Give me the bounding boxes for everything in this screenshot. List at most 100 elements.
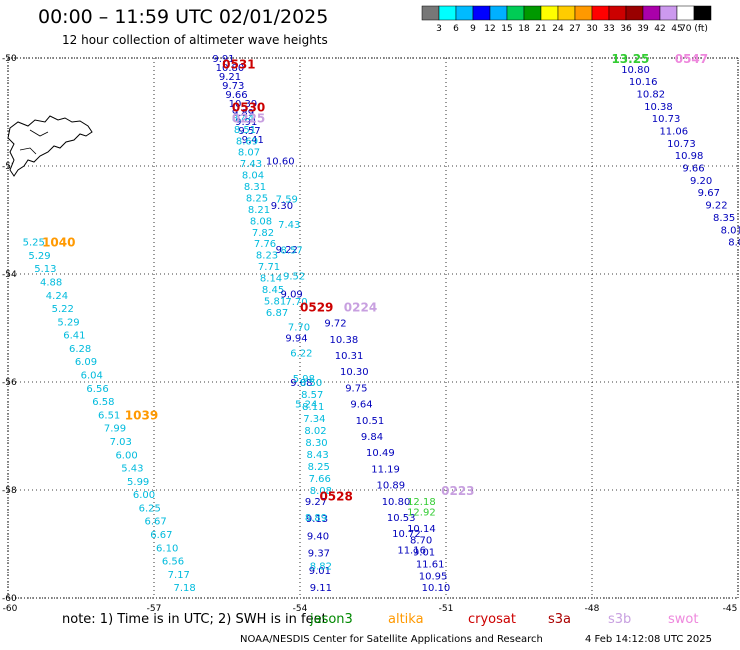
pass-label: 1040 <box>42 236 75 250</box>
pass-label: 0529 <box>300 300 333 314</box>
wave-height-value: 7.71 <box>258 262 280 273</box>
track-cryosat-a: 9.9110.809.219.739.6610.399.899.919.579.… <box>212 54 263 146</box>
wave-height-value: 9.64 <box>350 400 372 411</box>
wave-height-value: 10.80 <box>216 63 245 74</box>
satellite-legend-swot: swot <box>668 612 699 627</box>
wave-height-value: 11.06 <box>659 127 688 138</box>
pass-label: 0531 <box>222 57 255 71</box>
colorbar-swatch <box>557 5 576 21</box>
wave-height-value: 6.00 <box>115 450 137 461</box>
wave-height-value: 9.30 <box>271 201 293 212</box>
wave-height-value: 6.28 <box>69 344 91 355</box>
wave-height-value: 6.67 <box>150 530 172 541</box>
wave-height-value: 8.89 <box>305 513 327 524</box>
latitude-tick-label: -50 <box>2 54 17 64</box>
wave-height-value: 4.88 <box>40 277 62 288</box>
wave-height-value: 9.91 <box>212 54 234 65</box>
pass-label: 0547 <box>675 52 708 66</box>
wave-height-value: 8.57 <box>281 246 303 257</box>
track-cryosat-b: 10.60 9.30 9.22 9.09 9.94 9.08 <box>266 157 313 389</box>
wave-height-value: 7.34 <box>303 414 325 425</box>
wave-height-value: 6.51 <box>98 410 120 421</box>
colorbar-swatch <box>608 5 627 21</box>
wave-height-value: 9.73 <box>222 81 244 92</box>
wave-height-value: 9.08 <box>290 378 312 389</box>
track-cryosat-d: 9.27 9.13 9.40 9.37 9.01 9.11 <box>305 497 332 594</box>
longitude-tick-label: -57 <box>147 604 162 614</box>
latitude-tick-label: -52 <box>2 162 17 172</box>
wave-height-value: 12.92 <box>407 508 436 519</box>
longitude-tick-label: -51 <box>439 604 454 614</box>
footer-note: note: 1) Time is in UTC; 2) SWH is in fe… <box>62 612 327 627</box>
wave-height-value: 5.24 <box>295 400 317 411</box>
wave-height-value: 8.35 <box>713 213 735 224</box>
colorbar-swatch <box>659 5 678 21</box>
colorbar-label: 33 <box>603 24 614 34</box>
wave-height-value: 8.23 <box>256 251 278 262</box>
colorbar-label: 15 <box>501 24 512 34</box>
wave-height-value: 5.22 <box>52 304 74 315</box>
satellite-legend-s3b: s3b <box>608 612 632 627</box>
timestamp-text: 4 Feb 14:12:08 UTC 2025 <box>585 634 712 645</box>
wave-height-value: 9.66 <box>682 164 704 175</box>
wave-height-value: 10.30 <box>340 367 369 378</box>
wave-height-value: 10.14 <box>407 524 436 535</box>
wave-height-value: 7.03 <box>110 437 132 448</box>
wave-height-value: 9.01 <box>309 566 331 577</box>
falkland-islands-inlet <box>19 129 49 155</box>
track-cryosat-f: 10.8010.1610.8210.3810.7311.0610.7310.98… <box>621 65 740 249</box>
wave-height-value: 8.70 <box>410 536 432 547</box>
wave-height-value: 5.29 <box>57 317 79 328</box>
wave-height-value: 8.31 <box>244 182 266 193</box>
pass-label: 0223 <box>441 484 474 498</box>
wave-height-value: 8.69 <box>236 136 258 147</box>
falkland-islands-shape <box>7 115 93 177</box>
wave-height-value: 5.81 <box>264 296 286 307</box>
wave-height-value: 7.43 <box>278 220 300 231</box>
wave-height-value: 6.10 <box>156 543 178 554</box>
wave-height-value: 10.53 <box>387 513 416 524</box>
wave-height-value: 8.43 <box>306 450 328 461</box>
wave-height-value: 10.95 <box>419 571 448 582</box>
chart-title: 00:00 – 11:59 UTC 02/01/2025 <box>38 6 329 28</box>
wave-height-value: 5.13 <box>34 264 56 275</box>
colorbar-label: 12 <box>484 24 495 34</box>
wave-height-value: 8.57 <box>301 390 323 401</box>
wave-height-value: 6.56 <box>162 557 184 568</box>
wave-height-value: 7.17 <box>168 570 190 581</box>
wave-height-value: 9.13 <box>306 514 328 525</box>
wave-height-value: 8.08 <box>310 486 332 497</box>
wave-height-value: 6.58 <box>92 397 114 408</box>
colorbar-swatch <box>506 5 525 21</box>
satellite-legend-jason3: jason3 <box>310 612 353 627</box>
wave-height-value: 10.73 <box>652 114 681 125</box>
latitude-tick-label: -54 <box>2 270 17 280</box>
wave-height-value: 6.87 <box>266 308 288 319</box>
colorbar-label: 70 (ft) <box>680 24 708 34</box>
colorbar-swatch <box>642 5 661 21</box>
track-altika-d: 8.508.578.117.348.028.308.438.257.668.08 <box>300 378 332 497</box>
wave-height-value: 9.41 <box>242 135 264 146</box>
wave-height-value: 7.18 <box>173 583 195 594</box>
longitude-tick-label: -60 <box>3 604 18 614</box>
colorbar-label: 42 <box>654 24 665 34</box>
wave-height-value: 7.66 <box>309 474 331 485</box>
wave-height-value: 6.00 <box>133 490 155 501</box>
wave-height-value: 6.09 <box>75 357 97 368</box>
wave-height-value: 9.57 <box>238 126 260 137</box>
wave-height-value: 8.11 <box>302 402 324 413</box>
colorbar-swatch <box>421 5 440 21</box>
latitude-tick-label: -56 <box>2 378 17 388</box>
wave-height-value: 4.24 <box>46 291 68 302</box>
wave-height-value: 9.27 <box>305 497 327 508</box>
colorbar-label: 36 <box>620 24 632 34</box>
wave-height-value: 10.39 <box>229 99 258 110</box>
wave-height-value: 10.49 <box>366 448 395 459</box>
wave-height-value: 9.52 <box>283 271 305 282</box>
wave-height-value: 9.72 <box>324 319 346 330</box>
wave-height-value: 8.45 <box>262 285 284 296</box>
wave-height-value: 7.82 <box>252 228 274 239</box>
colorbar-label: 3 <box>436 24 442 34</box>
wave-height-value: 10.80 <box>382 497 411 508</box>
